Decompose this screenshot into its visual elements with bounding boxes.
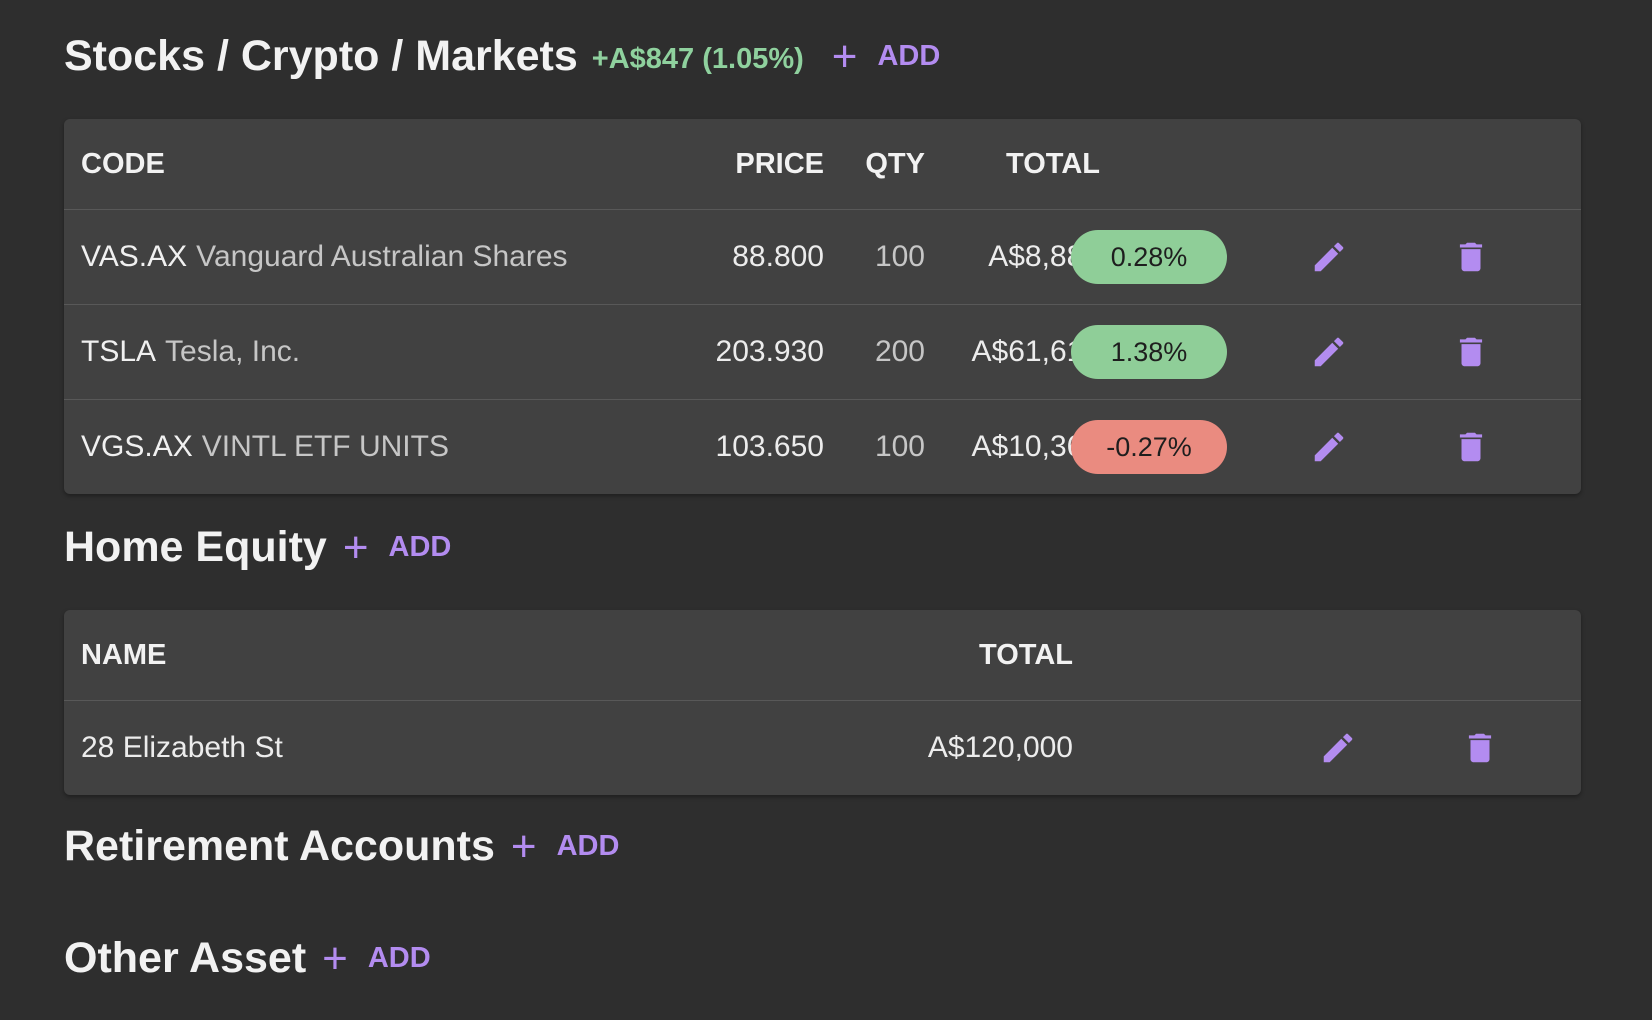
pencil-icon: [1314, 432, 1344, 462]
table-row: VAS.AX Vanguard Australian Shares 88.800…: [64, 210, 1581, 305]
stocks-section-header: Stocks / Crypto / Markets +A$847 (1.05%)…: [64, 32, 940, 81]
home-equity-add-label: ADD: [388, 531, 452, 563]
pencil-icon: [1314, 337, 1344, 367]
delete-button[interactable]: [1451, 237, 1491, 277]
change-badge: 1.38%: [1071, 325, 1227, 379]
stock-name: Tesla, Inc.: [165, 335, 301, 368]
stock-name: Vanguard Australian Shares: [196, 240, 568, 273]
other-asset-add-button[interactable]: + ADD: [322, 933, 431, 983]
delete-button[interactable]: [1451, 332, 1491, 372]
header-total: TOTAL: [979, 638, 1073, 671]
table-row: 28 Elizabeth St A$120,000: [64, 701, 1581, 795]
stocks-add-button[interactable]: + ADD: [831, 31, 941, 81]
plus-icon: +: [831, 31, 858, 81]
retirement-add-button[interactable]: + ADD: [510, 821, 620, 871]
stock-code: VGS.AX: [81, 430, 193, 463]
retirement-section-title: Retirement Accounts: [64, 822, 495, 870]
home-equity-section-title: Home Equity: [64, 523, 327, 571]
plus-icon: +: [510, 821, 537, 871]
table-row: VGS.AX VINTL ETF UNITS 103.650 100 A$10,…: [64, 400, 1581, 494]
edit-button[interactable]: [1309, 332, 1349, 372]
header-qty: QTY: [865, 147, 925, 180]
other-asset-add-label: ADD: [367, 942, 431, 974]
stock-code: VAS.AX: [81, 240, 188, 273]
plus-icon: +: [342, 522, 369, 572]
retirement-add-label: ADD: [556, 830, 620, 862]
stock-price: 203.930: [715, 335, 824, 368]
change-badge: 0.28%: [1071, 230, 1227, 284]
change-badge: -0.27%: [1071, 420, 1227, 474]
header-total: TOTAL: [1006, 147, 1100, 180]
other-asset-section-header: Other Asset + ADD: [64, 934, 431, 983]
stock-qty: 200: [874, 335, 925, 368]
stock-qty: 100: [874, 430, 925, 463]
trash-icon: [1468, 733, 1492, 763]
home-equity-section-header: Home Equity + ADD: [64, 523, 451, 572]
pencil-icon: [1323, 733, 1353, 763]
stocks-section-title: Stocks / Crypto / Markets: [64, 32, 578, 80]
retirement-section-header: Retirement Accounts + ADD: [64, 822, 619, 871]
home-equity-table: NAME TOTAL 28 Elizabeth St A$120,000: [64, 610, 1581, 795]
header-price: PRICE: [735, 147, 824, 180]
stocks-add-label: ADD: [877, 40, 941, 72]
delete-button[interactable]: [1460, 728, 1500, 768]
plus-icon: +: [322, 933, 348, 983]
home-equity-table-header: NAME TOTAL: [64, 610, 1581, 701]
stock-code: TSLA: [81, 335, 157, 368]
other-asset-section-title: Other Asset: [64, 934, 307, 982]
edit-button[interactable]: [1318, 728, 1358, 768]
stock-name: VINTL ETF UNITS: [201, 430, 449, 463]
edit-button[interactable]: [1309, 427, 1349, 467]
stocks-gain-summary: +A$847 (1.05%): [591, 43, 804, 75]
header-code: CODE: [81, 147, 165, 180]
stock-price: 88.800: [732, 240, 824, 273]
property-name: 28 Elizabeth St: [81, 731, 283, 764]
edit-button[interactable]: [1309, 237, 1349, 277]
stock-qty: 100: [874, 240, 925, 273]
property-total: A$120,000: [927, 731, 1073, 764]
home-equity-add-button[interactable]: + ADD: [342, 522, 452, 572]
pencil-icon: [1314, 242, 1344, 272]
trash-icon: [1459, 432, 1483, 462]
header-name: NAME: [81, 638, 167, 671]
table-row: TSLA Tesla, Inc. 203.930 200 A$61,618 1.…: [64, 305, 1581, 400]
stock-price: 103.650: [715, 430, 824, 463]
stocks-table: CODE PRICE QTY TOTAL VAS.AX Vanguard Aus…: [64, 119, 1581, 494]
trash-icon: [1459, 337, 1483, 367]
stocks-table-header: CODE PRICE QTY TOTAL: [64, 119, 1581, 210]
trash-icon: [1459, 242, 1483, 272]
delete-button[interactable]: [1451, 427, 1491, 467]
